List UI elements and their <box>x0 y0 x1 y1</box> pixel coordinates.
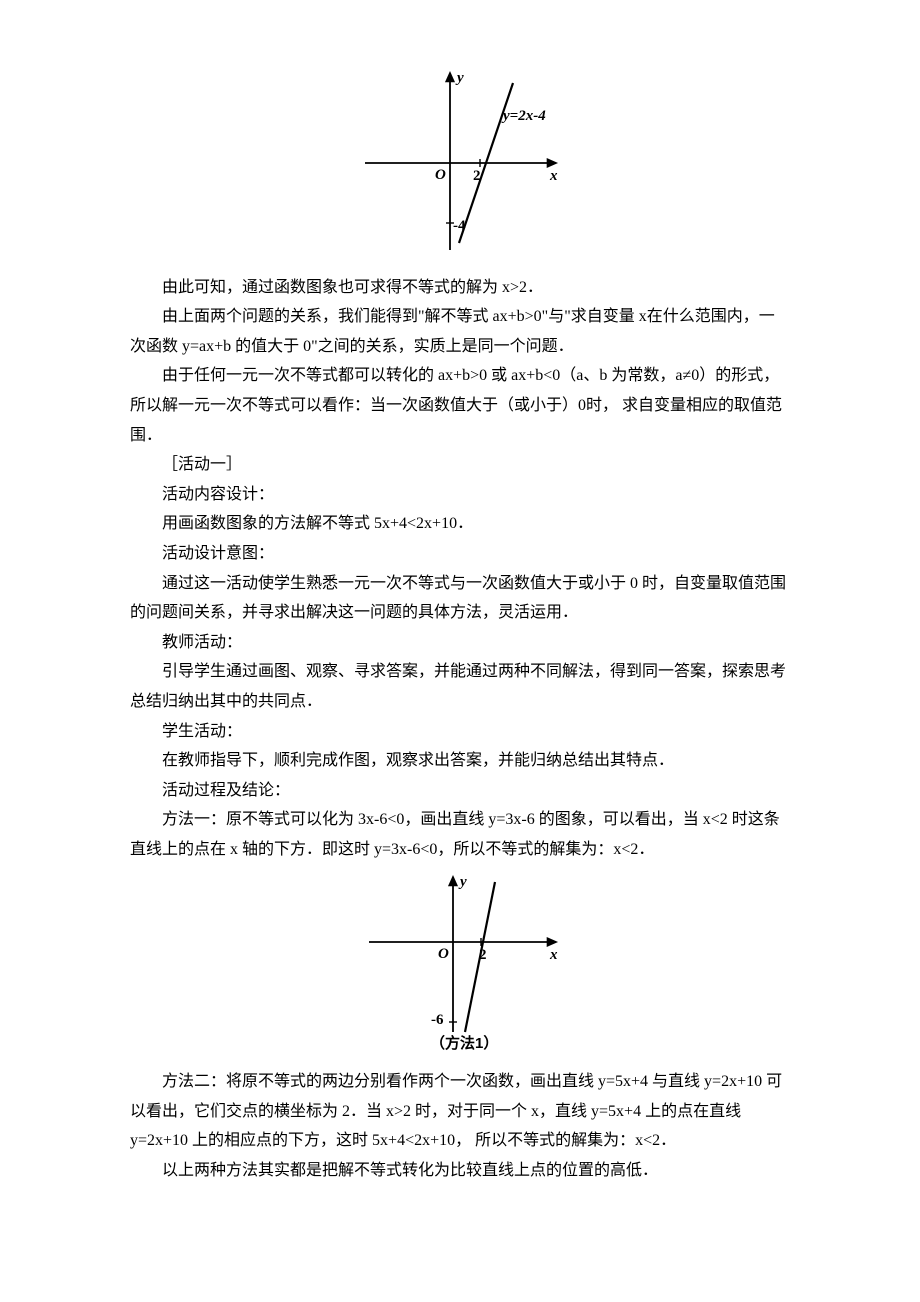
x-tick-label: 2 <box>473 168 481 184</box>
y-axis-label: y <box>455 70 464 86</box>
figure-caption: （方法1） <box>430 1034 498 1052</box>
y-axis-label: y <box>458 874 467 890</box>
line-equation-label: y=2x-4 <box>501 108 546 124</box>
section-heading: 活动过程及结论： <box>130 776 790 806</box>
paragraph: 方法二：将原不等式的两边分别看作两个一次函数，画出直线 y=5x+4 与直线 y… <box>130 1067 790 1156</box>
paragraph: 在教师指导下，顺利完成作图，观察求出答案，并能归纳总结出其特点． <box>130 746 790 776</box>
x-axis-label: x <box>549 168 558 184</box>
activity-title: ［活动一］ <box>130 450 790 480</box>
figure-1-svg: O x y 2 -4 y=2x-4 <box>355 68 565 258</box>
x-axis-label: x <box>549 947 558 963</box>
origin-label: O <box>435 167 446 183</box>
paragraph: 由此可知，通过函数图象也可求得不等式的解为 x>2． <box>130 273 790 303</box>
y-tick-label: -4 <box>453 218 466 234</box>
paragraph: 用画函数图象的方法解不等式 5x+4<2x+10． <box>130 509 790 539</box>
section-heading: 活动内容设计： <box>130 480 790 510</box>
paragraph: 方法一：原不等式可以化为 3x-6<0，画出直线 y=3x-6 的图象，可以看出… <box>130 805 790 864</box>
paragraph: 由于任何一元一次不等式都可以转化的 ax+b>0 或 ax+b<0（a、b 为常… <box>130 361 790 450</box>
figure-1: O x y 2 -4 y=2x-4 <box>130 68 790 269</box>
x-tick-label: 2 <box>479 947 487 963</box>
paragraph: 引导学生通过画图、观察、寻求答案，并能通过两种不同解法，得到同一答案，探索思考总… <box>130 657 790 716</box>
origin-label: O <box>438 946 449 962</box>
section-heading: 活动设计意图： <box>130 539 790 569</box>
figure-2: O x y 2 -6 （方法1） <box>130 872 790 1063</box>
section-heading: 教师活动： <box>130 628 790 658</box>
paragraph: 以上两种方法其实都是把解不等式转化为比较直线上点的位置的高低． <box>130 1156 790 1186</box>
paragraph: 由上面两个问题的关系，我们能得到"解不等式 ax+b>0"与"求自变量 x在什么… <box>130 302 790 361</box>
paragraph: 通过这一活动使学生熟悉一元一次不等式与一次函数值大于或小于 0 时，自变量取值范… <box>130 569 790 628</box>
y-tick-label: -6 <box>431 1012 444 1028</box>
figure-2-svg: O x y 2 -6 （方法1） <box>355 872 565 1052</box>
section-heading: 学生活动： <box>130 717 790 747</box>
